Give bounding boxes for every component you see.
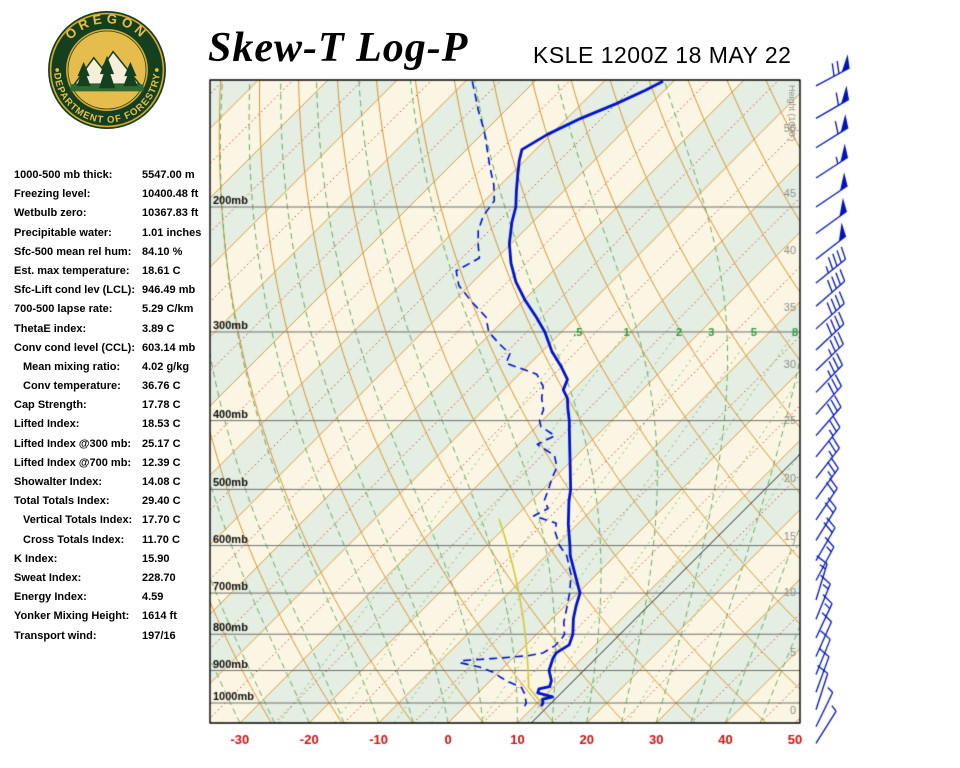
stat-value: 228.70	[142, 571, 176, 584]
stat-label: Vertical Totals Index:	[23, 514, 133, 527]
stat-row: Sfc-500 mean rel hum: 84.10 %	[14, 244, 216, 263]
stat-value: 1614 ft	[142, 610, 177, 623]
odf-logo: OREGON DEPARTMENT OF FORESTRY	[48, 11, 166, 129]
stat-value: 18.61 C	[142, 264, 181, 277]
stat-value: 15.90	[142, 552, 170, 565]
stat-value: 5547.00 m	[142, 169, 195, 181]
stat-value: 14.08 C	[142, 476, 181, 488]
stat-row: Freezing level: 10400.48 ft	[14, 186, 216, 205]
stat-row: Conv cond level (CCL): 603.14 mb	[14, 340, 216, 359]
stats-panel: 1000-500 mb thick: 5547.00 m Freezing leve…	[14, 167, 216, 647]
stat-row: Cross Totals Index: 11.70 C	[14, 532, 216, 551]
stat-label: Total Totals Index:	[14, 495, 110, 508]
stat-label: Sfc-Lift cond lev (LCL):	[14, 284, 135, 297]
stat-label: Sfc-500 mean rel hum:	[14, 245, 132, 258]
stat-value: 18.53 C	[142, 418, 181, 431]
stat-value: 10400.48 ft	[142, 188, 199, 201]
chart-title: Skew-T Log-P	[208, 25, 469, 71]
stat-row: K Index: 15.90	[14, 551, 216, 570]
stat-label: Sweat Index:	[14, 571, 82, 584]
stat-label: 700-500 lapse rate:	[14, 303, 113, 316]
stat-label: Lifted Index @700 mb:	[14, 456, 132, 469]
station-time-label: KSLE 1200Z 18 MAY 22	[533, 42, 792, 68]
stat-value: 4.59	[142, 591, 164, 604]
stat-row: Lifted Index: 18.53 C	[14, 416, 216, 435]
stat-row: Showalter Index: 14.08 C	[14, 474, 216, 493]
logo-gold-ring-inner	[66, 29, 148, 111]
stat-row: Cap Strength: 17.78 C	[14, 397, 216, 416]
stat-row: Transport wind: 197/16	[14, 628, 216, 647]
logo-trees-icon	[76, 55, 138, 89]
stat-value: 17.78 C	[142, 399, 181, 412]
stat-label: Showalter Index:	[14, 476, 103, 488]
stat-value: 946.49 mb	[142, 284, 196, 297]
stat-row: Precipitable water: 1.01 inches	[14, 225, 216, 244]
stat-label: Conv cond level (CCL):	[14, 341, 136, 354]
stat-label: Cap Strength:	[14, 399, 87, 412]
stat-label: Yonker Mixing Height:	[14, 610, 130, 623]
stat-value: 36.76 C	[142, 380, 181, 393]
stat-row: Energy Index: 4.59	[14, 589, 216, 608]
stat-value: 29.40 C	[142, 495, 181, 508]
stat-label: Freezing level:	[14, 188, 91, 201]
stat-row: Total Totals Index: 29.40 C	[14, 493, 216, 512]
stat-label: Transport wind:	[14, 629, 97, 642]
stat-value: 25.17 C	[142, 437, 181, 450]
stat-value: 603.14 mb	[142, 341, 196, 354]
stat-row: Lifted Index @300 mb: 25.17 C	[14, 436, 216, 455]
stat-value: 12.39 C	[142, 456, 181, 469]
stat-label: Cross Totals Index:	[23, 533, 125, 546]
stat-label: 1000-500 mb thick:	[14, 169, 113, 181]
stat-label: ThetaE index:	[14, 322, 87, 335]
stat-row: Lifted Index @700 mb: 12.39 C	[14, 455, 216, 474]
logo-gold-ring-outer	[49, 12, 165, 128]
stat-value: 4.02 g/kg	[142, 360, 190, 373]
stat-row: Wetbulb zero: 10367.83 ft	[14, 205, 216, 224]
stat-value: 17.70 C	[142, 514, 181, 527]
stat-row: Sfc-Lift cond lev (LCL): 946.49 mb	[14, 282, 216, 301]
stat-value: 84.10 %	[142, 245, 183, 258]
stat-label: Precipitable water:	[14, 226, 112, 239]
stat-value: 197/16	[142, 629, 176, 642]
stat-label: Wetbulb zero:	[14, 207, 87, 220]
stat-value: 5.29 C/km	[142, 303, 194, 316]
stat-row: Vertical Totals Index: 17.70 C	[14, 512, 216, 531]
stat-value: 11.70 C	[142, 533, 180, 546]
stat-value: 3.89 C	[142, 322, 175, 335]
stat-row: 700-500 lapse rate: 5.29 C/km	[14, 301, 216, 320]
stat-row: ThetaE index: 3.89 C	[14, 321, 216, 340]
stat-label: Lifted Index @300 mb:	[14, 437, 132, 450]
stat-row: Sweat Index: 228.70	[14, 570, 216, 589]
stat-label: Conv temperature:	[23, 380, 121, 393]
stat-value: 1.01 inches	[142, 226, 202, 239]
stat-label: K Index:	[14, 552, 58, 565]
stat-value: 10367.83 ft	[142, 207, 199, 220]
stat-label: Est. max temperature:	[14, 264, 130, 277]
stat-label: Energy Index:	[14, 591, 87, 604]
stat-row: Conv temperature: 36.76 C	[14, 378, 216, 397]
logo-star-left	[55, 68, 60, 72]
logo-star-right	[154, 68, 159, 72]
stat-row: Yonker Mixing Height: 1614 ft	[14, 608, 216, 627]
stat-row: Mean mixing ratio: 4.02 g/kg	[14, 359, 216, 378]
stat-row: Est. max temperature: 18.61 C	[14, 263, 216, 282]
stat-row: 1000-500 mb thick: 5547.00 m	[14, 167, 216, 186]
stat-label: Mean mixing ratio:	[23, 360, 121, 373]
stat-label: Lifted Index:	[14, 418, 80, 431]
